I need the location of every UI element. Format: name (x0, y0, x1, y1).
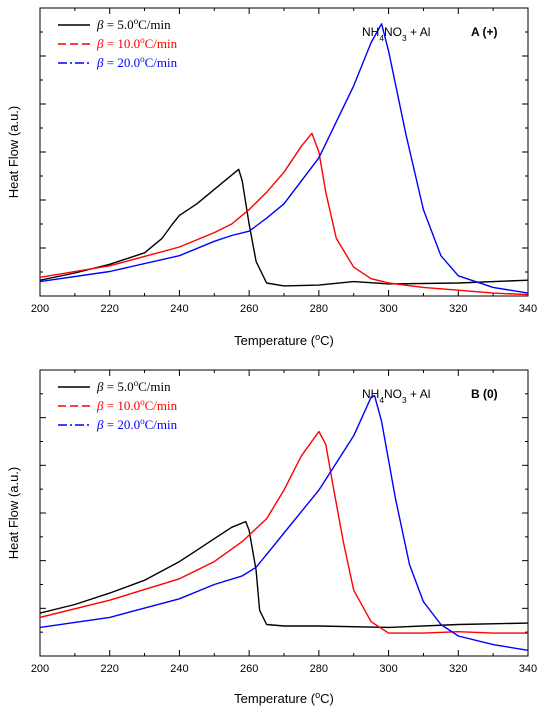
series-line-1 (40, 520, 528, 629)
sample-label: NH4NO3 + Al (362, 25, 430, 43)
legend-label: β = 5.0oC/min (96, 16, 171, 32)
legend-label: β = 5.0oC/min (96, 378, 171, 394)
legend-label: β = 10.0oC/min (96, 397, 178, 413)
x-tick-label: 220 (101, 303, 119, 315)
x-tick-label: 240 (170, 663, 188, 675)
series-line-2 (40, 132, 528, 296)
x-tick-label: 260 (240, 303, 258, 315)
x-axis-label: Temperature (oC) (234, 332, 334, 348)
x-tick-label: 340 (519, 663, 537, 675)
x-tick-label: 260 (240, 663, 258, 675)
x-tick-label: 320 (449, 303, 467, 315)
x-tick-label: 220 (101, 663, 119, 675)
x-axis-label: Temperature (oC) (234, 690, 334, 706)
x-tick-label: 240 (170, 303, 188, 315)
series-line-3 (40, 23, 528, 294)
chart-panel-A: 200 220 240 260 280 300 320 340 Temperature (oC)… (6, 7, 537, 348)
x-tick-label: 200 (31, 303, 49, 315)
x-tick-label: 200 (31, 663, 49, 675)
x-tick-label: 280 (310, 663, 328, 675)
x-tick-label: 340 (519, 303, 537, 315)
series-line-3 (40, 395, 528, 651)
series-line-2 (40, 430, 528, 634)
sample-label: NH4NO3 + Al (362, 387, 430, 405)
legend-label: β = 20.0oC/min (96, 54, 178, 70)
x-tick-label: 320 (449, 663, 467, 675)
y-axis-label: Heat Flow (a.u.) (6, 106, 21, 198)
y-axis-label: Heat Flow (a.u.) (6, 467, 21, 559)
panel-label: A (+) (471, 25, 498, 39)
series-line-1 (40, 168, 528, 287)
legend-label: β = 10.0oC/min (96, 35, 178, 51)
x-tick-label: 280 (310, 303, 328, 315)
x-tick-label: 300 (379, 303, 397, 315)
x-tick-label: 300 (379, 663, 397, 675)
panel-label: B (0) (471, 387, 498, 401)
legend-label: β = 20.0oC/min (96, 416, 178, 432)
chart-panel-B: 200 220 240 260 280 300 320 340 Temperature (oC)… (6, 369, 537, 706)
plot-frame (39, 7, 529, 297)
